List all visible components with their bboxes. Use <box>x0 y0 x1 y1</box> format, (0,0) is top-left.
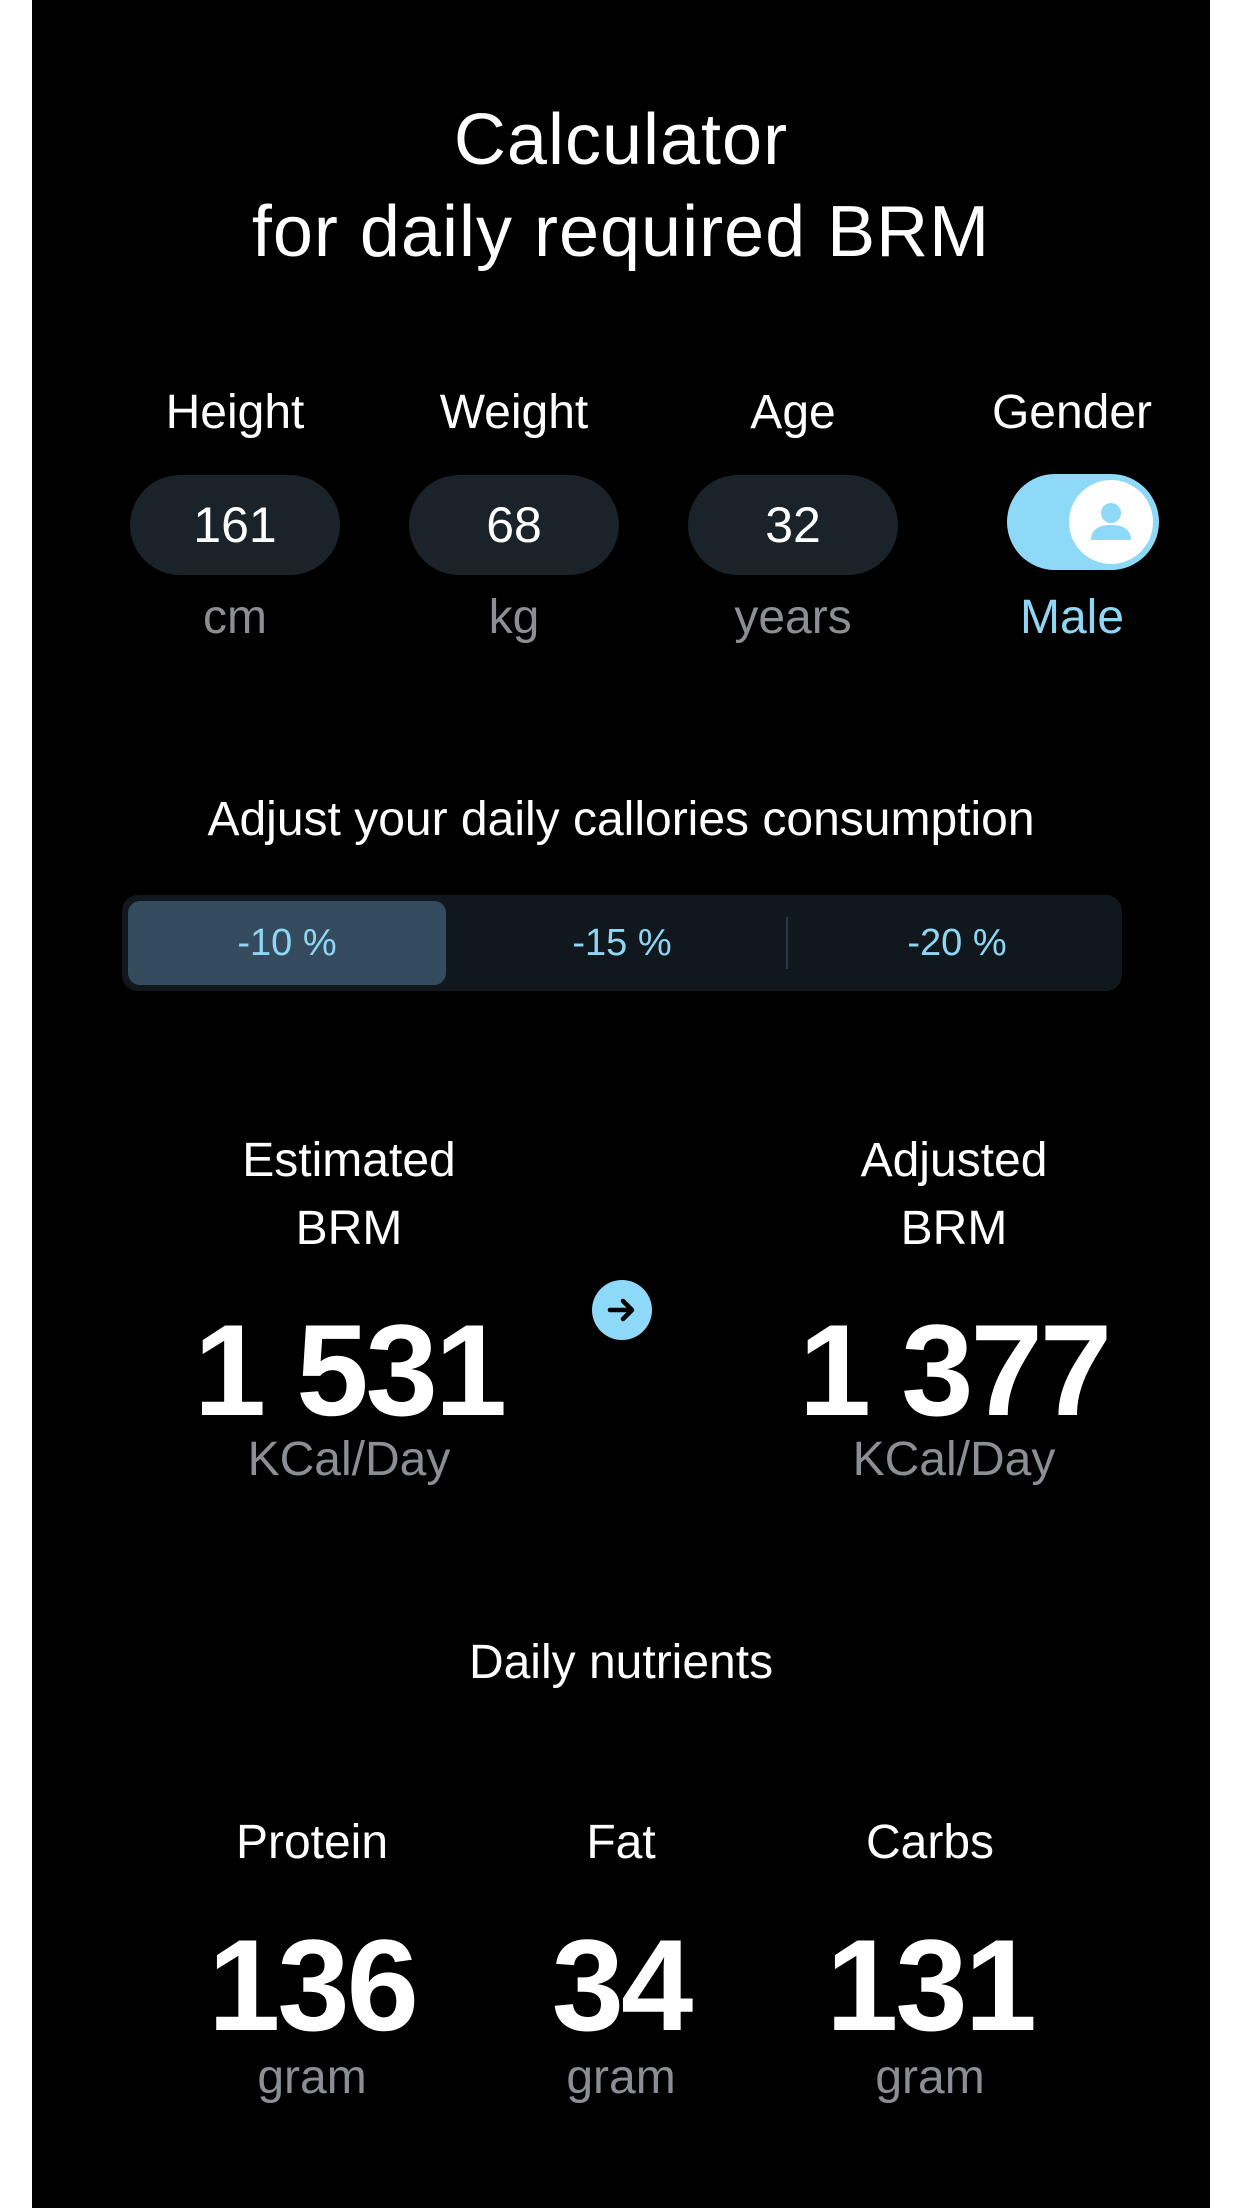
weight-label: Weight <box>439 386 589 439</box>
adjusted-brm-label-line2: BRM <box>900 1202 1008 1255</box>
adjusted-brm-value: 1 377 <box>798 1297 1112 1443</box>
page-subtitle: for daily required BRM <box>251 192 991 272</box>
gender-value: Male <box>1019 591 1125 644</box>
segment-minus-20[interactable]: -20 % <box>907 922 1007 964</box>
protein-value: 136 <box>208 1912 419 2058</box>
weight-unit: kg <box>488 591 540 644</box>
height-input[interactable]: 161 <box>130 475 340 575</box>
protein-label: Protein <box>235 1816 389 1869</box>
age-unit: years <box>734 591 852 644</box>
fat-value: 34 <box>551 1912 694 2058</box>
weight-input[interactable]: 68 <box>409 475 619 575</box>
adjusted-brm-label-line1: Adjusted <box>860 1134 1048 1187</box>
person-icon <box>1091 503 1131 540</box>
estimated-brm-value: 1 531 <box>193 1297 507 1443</box>
arrow-right-icon <box>592 1280 652 1340</box>
height-unit: cm <box>203 591 267 644</box>
protein-unit: gram <box>257 2051 367 2104</box>
toggle-knob <box>1069 480 1153 564</box>
estimated-brm-label-line2: BRM <box>295 1202 403 1255</box>
gender-label: Gender <box>991 386 1153 439</box>
gender-toggle[interactable] <box>1007 474 1159 570</box>
estimated-brm-label-line1: Estimated <box>242 1134 456 1187</box>
estimated-brm-unit: KCal/Day <box>247 1433 451 1486</box>
carbs-label: Carbs <box>865 1816 995 1869</box>
fat-unit: gram <box>566 2051 676 2104</box>
age-label: Age <box>750 386 836 439</box>
carbs-unit: gram <box>875 2051 985 2104</box>
carbs-value: 131 <box>826 1912 1037 2058</box>
calorie-adjust-segmented-control: -10 % -15 % -20 % <box>122 895 1122 991</box>
adjust-heading: Adjust your daily callories consumption <box>207 793 1035 846</box>
segment-minus-15[interactable]: -15 % <box>572 922 672 964</box>
calculator-screen: Calculator for daily required BRM Height… <box>32 0 1210 2208</box>
adjusted-brm-unit: KCal/Day <box>852 1433 1056 1486</box>
fat-label: Fat <box>586 1816 656 1869</box>
page-title: Calculator <box>453 100 789 180</box>
age-input[interactable]: 32 <box>688 475 898 575</box>
height-label: Height <box>165 386 305 439</box>
segment-divider <box>786 917 788 969</box>
nutrients-heading: Daily nutrients <box>468 1636 774 1689</box>
segment-minus-10[interactable]: -10 % <box>128 901 446 985</box>
